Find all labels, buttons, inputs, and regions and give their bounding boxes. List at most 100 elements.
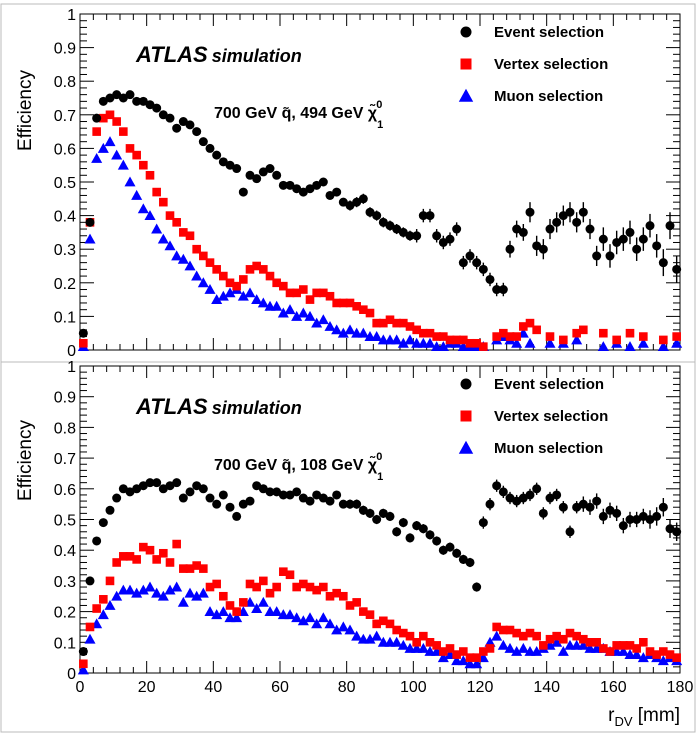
data-point <box>625 328 635 338</box>
data-point <box>465 338 475 348</box>
legend-marker <box>460 26 472 38</box>
data-point <box>612 641 621 650</box>
data-point <box>164 240 176 251</box>
data-point <box>517 642 529 653</box>
data-point <box>437 341 449 352</box>
data-point <box>199 251 208 261</box>
data-point <box>112 117 121 126</box>
data-point <box>212 579 221 589</box>
data-point <box>385 511 395 521</box>
data-point <box>659 647 668 656</box>
data-point <box>532 241 542 251</box>
data-point <box>345 201 355 211</box>
data-point <box>625 641 635 650</box>
data-point <box>265 164 275 174</box>
data-point <box>424 337 436 348</box>
data-point <box>112 493 122 503</box>
data-point <box>217 290 229 301</box>
data-point <box>519 631 528 641</box>
data-point <box>592 638 601 647</box>
legend-entry-1: Event selection <box>460 376 604 393</box>
data-point <box>372 515 382 524</box>
data-point <box>158 110 168 120</box>
data-point <box>525 318 535 328</box>
data-point <box>197 587 209 598</box>
data-point <box>185 231 195 241</box>
data-point <box>219 271 228 281</box>
data-point <box>112 558 121 567</box>
data-point <box>645 221 655 231</box>
data-point <box>285 288 295 298</box>
data-point <box>345 499 355 509</box>
data-point <box>491 630 503 641</box>
y-tick-label: 1 <box>67 359 76 376</box>
data-point <box>145 478 155 488</box>
data-point <box>425 211 435 221</box>
data-point <box>132 555 141 564</box>
data-point <box>638 234 648 244</box>
data-point <box>312 180 322 190</box>
data-point <box>185 487 195 497</box>
y-tick-label: 0.2 <box>54 605 76 622</box>
data-point <box>152 478 162 488</box>
data-point <box>245 579 255 589</box>
data-point <box>331 324 343 335</box>
data-point <box>525 628 535 638</box>
data-point <box>85 576 95 586</box>
data-point <box>572 328 581 338</box>
data-point <box>284 609 296 620</box>
data-point <box>232 607 241 616</box>
data-point <box>365 308 375 318</box>
y-tick-label: 0.5 <box>54 513 76 530</box>
data-point <box>225 601 235 610</box>
data-point <box>539 641 548 650</box>
data-point <box>297 307 309 318</box>
data-point <box>672 653 681 662</box>
data-point <box>512 332 521 341</box>
data-point <box>658 502 668 512</box>
data-point <box>551 636 563 647</box>
data-point <box>191 590 203 601</box>
data-point <box>252 261 261 271</box>
data-point <box>637 337 649 348</box>
legend-marker <box>458 440 474 454</box>
data-point <box>398 227 408 237</box>
data-point <box>492 622 501 632</box>
data-point <box>237 290 249 301</box>
atlas-label-main: ATLAS <box>135 42 208 67</box>
x-axis-title-unit: [mm] <box>633 705 681 726</box>
data-point <box>212 150 222 160</box>
data-point <box>605 251 615 261</box>
sample-label: 700 GeV q̃, 494 GeV χ̃1 0 <box>214 99 383 131</box>
data-point <box>344 624 356 635</box>
data-point <box>224 287 236 298</box>
data-point <box>271 300 283 311</box>
atlas-label: ATLAS simulation <box>135 394 302 419</box>
y-tick-label: 0.9 <box>54 41 76 58</box>
data-point <box>345 298 355 308</box>
data-point <box>412 231 422 241</box>
data-point <box>419 631 428 641</box>
data-point <box>97 609 109 620</box>
data-point <box>324 320 336 331</box>
data-point <box>392 625 401 635</box>
data-point <box>592 496 602 506</box>
data-point <box>119 552 128 561</box>
data-point <box>232 281 241 291</box>
data-point <box>312 585 321 595</box>
data-point <box>578 207 588 217</box>
data-point <box>672 264 682 274</box>
data-point <box>231 612 243 623</box>
data-point <box>632 644 641 653</box>
data-point <box>405 533 415 543</box>
data-point <box>405 322 415 331</box>
data-point <box>125 552 135 561</box>
sample-label-sub: 1 <box>377 471 383 483</box>
data-point <box>178 117 188 127</box>
data-point <box>459 335 468 345</box>
data-point <box>317 612 329 623</box>
data-point <box>625 515 635 524</box>
data-point <box>344 324 356 335</box>
data-point <box>397 337 409 348</box>
x-tick-label: 0 <box>76 679 85 696</box>
